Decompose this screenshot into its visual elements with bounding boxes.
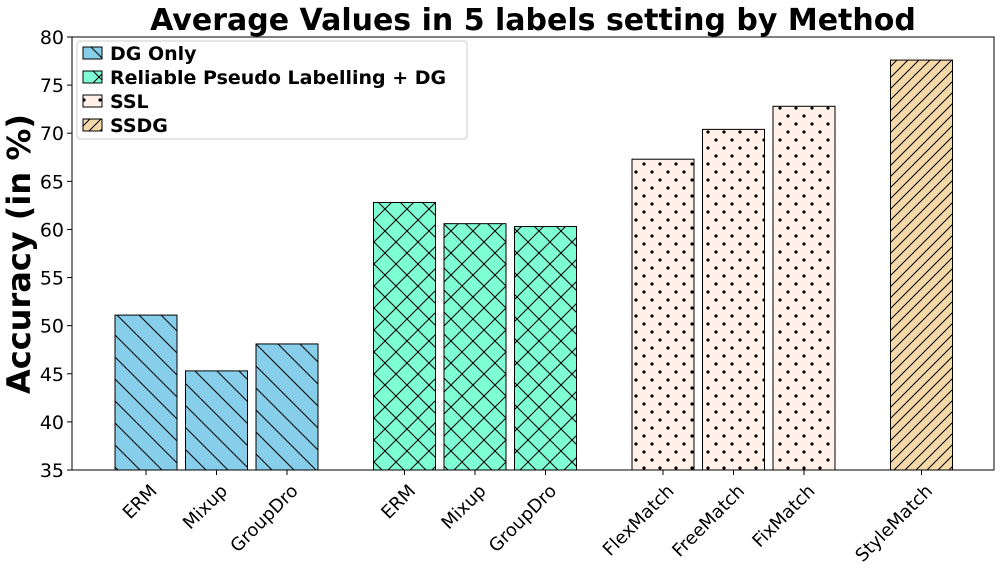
x-tick-label: StyleMatch bbox=[851, 481, 937, 567]
legend-label: Reliable Pseudo Labelling + DG bbox=[110, 67, 446, 89]
y-tick-label: 65 bbox=[40, 171, 64, 193]
bar-hatch bbox=[514, 226, 577, 471]
legend-swatch-hatch bbox=[82, 70, 103, 84]
bar-hatch bbox=[114, 314, 178, 471]
y-axis: 35 40 45 50 55 60 65 70 75 80 bbox=[40, 27, 72, 482]
legend-label: SSL bbox=[110, 91, 149, 113]
bar-hatch bbox=[373, 202, 436, 471]
x-tick-label: Mixup bbox=[437, 481, 490, 534]
bars-layer bbox=[114, 59, 953, 471]
y-axis-label: Accuracy (in %) bbox=[0, 114, 38, 394]
legend-box bbox=[76, 40, 468, 140]
plot-frame bbox=[71, 36, 995, 471]
legend-swatch-hatch bbox=[82, 46, 103, 60]
bar-hatch bbox=[255, 343, 319, 471]
x-tick-label: FreeMatch bbox=[668, 481, 749, 562]
x-tick-label: ERM bbox=[119, 481, 162, 524]
y-tick-label: 70 bbox=[40, 123, 64, 145]
x-tick-label: Mixup bbox=[179, 481, 232, 534]
bar-hatch bbox=[890, 59, 953, 471]
legend-label: SSDG bbox=[110, 115, 168, 137]
y-tick-label: 80 bbox=[40, 27, 64, 49]
bar-hatch bbox=[443, 223, 507, 471]
chart-title: Average Values in 5 labels setting by Me… bbox=[150, 3, 916, 38]
y-tick-label: 60 bbox=[40, 219, 64, 241]
y-tick-label: 55 bbox=[40, 268, 64, 290]
y-tick-label: 35 bbox=[40, 460, 64, 482]
x-tick-label: GroupDro bbox=[226, 481, 302, 557]
bar-hatch bbox=[185, 370, 248, 471]
bar-hatch bbox=[631, 158, 695, 471]
legend-label: DG Only bbox=[110, 43, 197, 65]
x-tick-label: ERM bbox=[377, 481, 420, 524]
y-tick-label: 40 bbox=[40, 412, 64, 434]
legend-swatch-hatch bbox=[82, 118, 103, 132]
x-tick-label: GroupDro bbox=[485, 481, 561, 557]
bar-hatch bbox=[702, 128, 765, 471]
x-tick-label: FlexMatch bbox=[599, 481, 679, 561]
y-tick-label: 50 bbox=[40, 316, 64, 338]
x-tick-label: FixMatch bbox=[748, 481, 819, 552]
bar-hatch bbox=[772, 105, 836, 471]
legend-swatch-hatch bbox=[82, 94, 103, 108]
y-tick-label: 75 bbox=[40, 75, 64, 97]
y-tick-label: 45 bbox=[40, 364, 64, 386]
